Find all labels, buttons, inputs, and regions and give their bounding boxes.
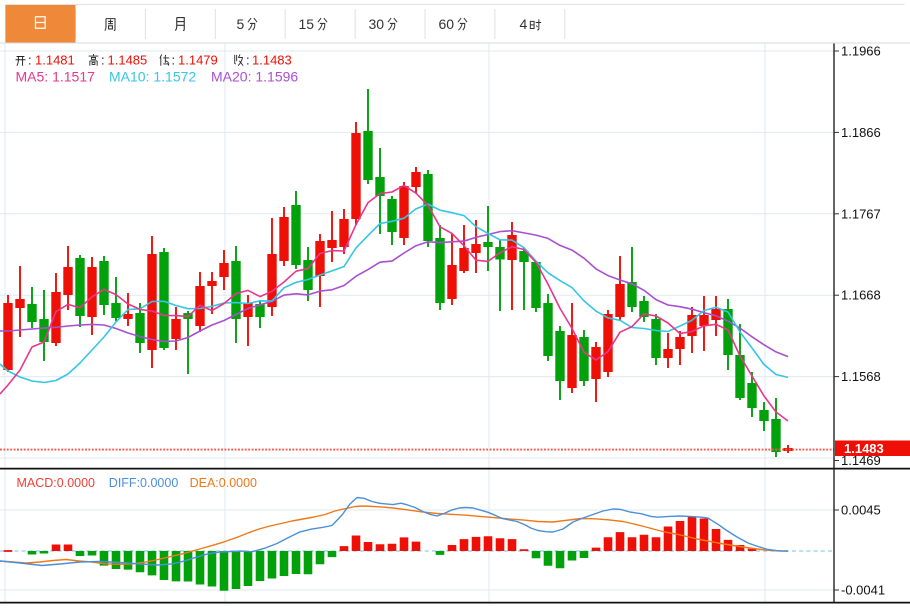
svg-text:MACD:0.0000: MACD:0.0000 [17, 476, 96, 490]
svg-text:1.1469: 1.1469 [841, 453, 881, 468]
svg-text:1.1483: 1.1483 [252, 53, 292, 68]
svg-text:MA5: 1.1517: MA5: 1.1517 [16, 69, 96, 85]
svg-text::: : [246, 53, 250, 68]
svg-text:1.1966: 1.1966 [841, 44, 881, 59]
svg-text:-0.0041: -0.0041 [841, 583, 885, 598]
svg-text:5: 5 [237, 16, 245, 32]
svg-text:1.1668: 1.1668 [841, 288, 881, 303]
svg-text:MA20: 1.1596: MA20: 1.1596 [211, 69, 298, 85]
svg-text:1.1767: 1.1767 [841, 206, 881, 221]
svg-text:1.1568: 1.1568 [841, 369, 881, 384]
svg-text:1.1483: 1.1483 [844, 441, 884, 456]
svg-text:4: 4 [520, 16, 528, 32]
svg-text:1.1481: 1.1481 [35, 53, 75, 68]
svg-text:1.1485: 1.1485 [108, 53, 148, 68]
svg-text:DEA:0.0000: DEA:0.0000 [190, 476, 257, 490]
svg-text:MA10: 1.1572: MA10: 1.1572 [109, 69, 196, 85]
svg-text:DIFF:0.0000: DIFF:0.0000 [109, 476, 179, 490]
svg-text:1.1479: 1.1479 [178, 53, 218, 68]
svg-text:0.0045: 0.0045 [841, 503, 881, 518]
svg-text:1.1866: 1.1866 [841, 125, 881, 140]
svg-text::: : [172, 53, 176, 68]
svg-text:60: 60 [439, 16, 455, 32]
svg-text::: : [101, 53, 105, 68]
svg-text:15: 15 [299, 16, 315, 32]
svg-text:30: 30 [369, 16, 385, 32]
svg-text::: : [28, 53, 32, 68]
